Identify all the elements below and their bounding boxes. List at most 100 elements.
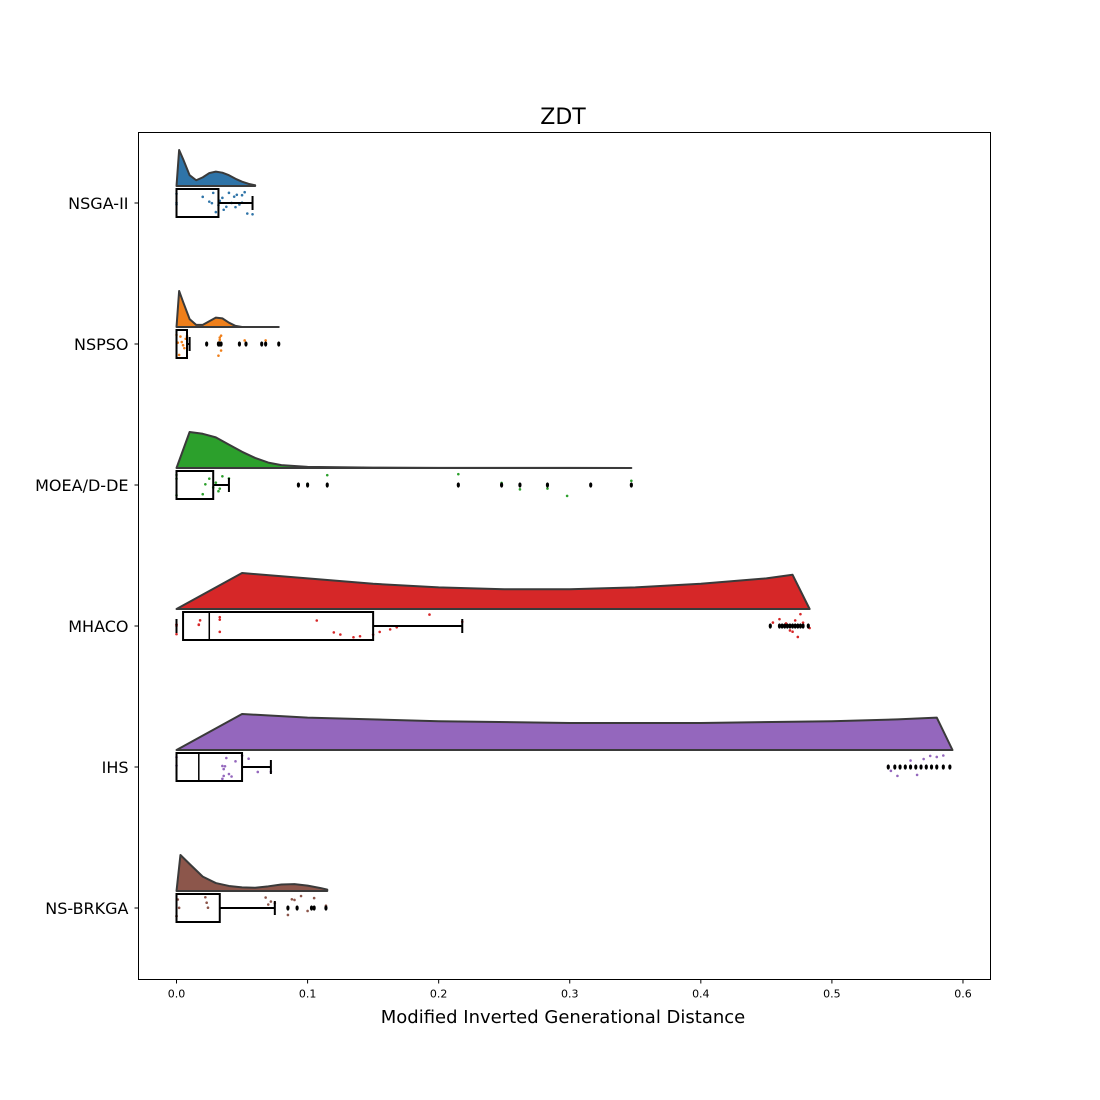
data-point-ns-brkga: [290, 897, 294, 901]
outlier-nspso: [219, 341, 223, 347]
data-point-mhaco: [428, 613, 431, 616]
box-ns-brkga: [175, 893, 221, 923]
data-point-nsga-ii: [221, 196, 224, 200]
category-label-moea-d-de: MOEA/D-DE: [35, 476, 128, 495]
outlier-ns-brkga: [312, 905, 316, 911]
data-point-mhaco: [793, 619, 797, 622]
density-cloud-ihs: [175, 713, 954, 751]
data-point-nspso: [219, 349, 223, 352]
plot-frame: [138, 132, 991, 980]
outlier-moea-d-de: [296, 482, 301, 488]
data-point-mhaco: [332, 631, 336, 634]
outlier-mhaco: [801, 623, 805, 629]
x-tick-label: 0.0: [168, 988, 186, 1001]
data-point-nspso: [264, 339, 267, 342]
outlier-ihs: [898, 764, 902, 770]
outlier-mhaco: [790, 623, 795, 629]
outlier-mhaco: [768, 623, 772, 629]
outlier-ns-brkga: [309, 905, 314, 911]
data-point-mhaco: [339, 633, 342, 636]
outlier-nspso: [277, 341, 281, 347]
data-point-mhaco: [378, 630, 381, 634]
x-tick-label: 0.5: [823, 988, 841, 1001]
data-point-mhaco: [388, 628, 392, 631]
data-point-ns-brkga: [269, 900, 273, 903]
box-nspso: [175, 329, 188, 359]
outlier-moea-d-de: [589, 482, 593, 488]
plot-area: 0.0 0.1 0.2 0.3 0.4 0.5 0.6 NSGA-II NSPSO MOEA/D-…: [35, 149, 972, 1001]
chart-title: ZDT: [540, 105, 586, 130]
data-point-ihs: [942, 754, 945, 757]
data-point-moea-d-de: [565, 494, 569, 498]
outlier-mhaco: [806, 623, 810, 629]
data-point-ihs: [922, 757, 925, 761]
outlier-moea-d-de: [545, 482, 550, 488]
x-tick-label: 0.2: [430, 988, 448, 1001]
outlier-mhaco: [777, 623, 782, 629]
data-point-ns-brkga: [266, 903, 270, 906]
data-point-nsga-ii: [245, 212, 249, 215]
density-cloud-mhaco: [175, 572, 811, 610]
outlier-nspso: [205, 341, 209, 347]
outlier-moea-d-de: [325, 482, 329, 488]
data-point-nspso: [219, 334, 223, 337]
data-point-ns-brkga: [206, 906, 210, 910]
outlier-ihs: [908, 764, 913, 770]
data-point-nsga-ii: [210, 201, 214, 205]
data-point-moea-d-de: [201, 492, 205, 496]
data-point-ns-brkga: [177, 906, 181, 910]
outlier-ihs: [929, 764, 934, 770]
data-point-ihs: [256, 770, 260, 774]
data-point-ihs: [225, 756, 228, 760]
outlier-nspso: [264, 341, 268, 347]
outlier-mhaco: [783, 623, 787, 629]
outlier-ihs: [948, 764, 952, 770]
outlier-moea-d-de: [499, 482, 504, 488]
data-point-ihs: [222, 774, 225, 778]
data-point-ns-brkga: [204, 895, 207, 899]
data-point-moea-d-de: [630, 479, 633, 483]
data-point-nsga-ii: [243, 190, 246, 194]
data-point-mhaco: [778, 617, 781, 621]
outlier-ns-brkga: [286, 905, 290, 911]
data-point-moea-d-de: [217, 489, 220, 493]
outlier-ihs: [914, 764, 918, 770]
data-point-nsga-ii: [235, 193, 239, 197]
data-point-ihs: [928, 754, 932, 758]
data-point-nsga-ii: [225, 205, 228, 209]
outlier-moea-d-de: [305, 482, 310, 488]
data-point-ihs: [247, 757, 250, 761]
data-point-ns-brkga: [205, 901, 208, 905]
data-point-ns-brkga: [299, 894, 303, 898]
data-point-moea-d-de: [518, 488, 522, 491]
data-point-ihs: [896, 774, 899, 778]
data-point-mhaco: [799, 612, 802, 616]
data-point-nsga-ii: [232, 195, 236, 198]
outlier-ihs: [893, 764, 897, 770]
data-point-mhaco: [352, 635, 355, 639]
category-label-ihs: IHS: [102, 758, 129, 777]
category-label-mhaco: MHACO: [68, 617, 128, 636]
data-point-nsga-ii: [227, 191, 231, 195]
data-point-mhaco: [218, 630, 222, 634]
data-point-ihs: [222, 767, 225, 771]
data-point-nspso: [180, 340, 184, 344]
density-cloud-nsga-ii: [175, 149, 257, 187]
data-point-nspso: [218, 338, 222, 342]
data-point-ihs: [227, 772, 231, 776]
x-tick-label: 0.3: [561, 988, 579, 1001]
outlier-ihs: [924, 764, 928, 770]
data-point-ns-brkga: [312, 896, 316, 900]
data-point-mhaco: [175, 632, 178, 636]
data-point-ihs: [915, 773, 919, 777]
data-point-nspso: [179, 335, 182, 338]
data-point-nsga-ii: [234, 205, 237, 209]
category-label-nsga-ii: NSGA-II: [68, 194, 128, 213]
data-point-ihs: [221, 777, 224, 781]
data-point-mhaco: [198, 619, 202, 622]
data-point-ihs: [221, 764, 224, 768]
outlier-ihs: [886, 764, 890, 770]
outlier-ihs: [935, 764, 939, 770]
outlier-mhaco: [798, 623, 803, 629]
outlier-mhaco: [796, 623, 800, 629]
